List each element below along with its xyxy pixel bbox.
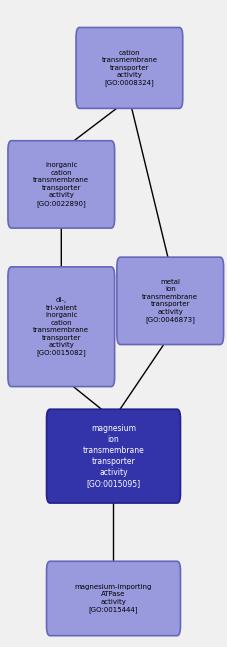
FancyBboxPatch shape [8, 141, 115, 228]
FancyBboxPatch shape [117, 257, 224, 344]
Text: magnesium
ion
transmembrane
transporter
activity
[GO:0015095]: magnesium ion transmembrane transporter … [83, 424, 144, 488]
FancyBboxPatch shape [76, 27, 183, 108]
Text: magnesium-importing
ATPase
activity
[GO:0015444]: magnesium-importing ATPase activity [GO:… [75, 584, 152, 613]
Text: cation
transmembrane
transporter
activity
[GO:0008324]: cation transmembrane transporter activit… [101, 50, 157, 86]
FancyBboxPatch shape [47, 561, 180, 635]
Text: di-,
tri-valent
inorganic
cation
transmembrane
transporter
activity
[GO:0015082]: di-, tri-valent inorganic cation transme… [33, 297, 89, 356]
FancyBboxPatch shape [47, 410, 180, 503]
Text: inorganic
cation
transmembrane
transporter
activity
[GO:0022890]: inorganic cation transmembrane transport… [33, 162, 89, 206]
FancyBboxPatch shape [8, 267, 115, 387]
Text: metal
ion
transmembrane
transporter
activity
[GO:0046873]: metal ion transmembrane transporter acti… [142, 279, 198, 323]
